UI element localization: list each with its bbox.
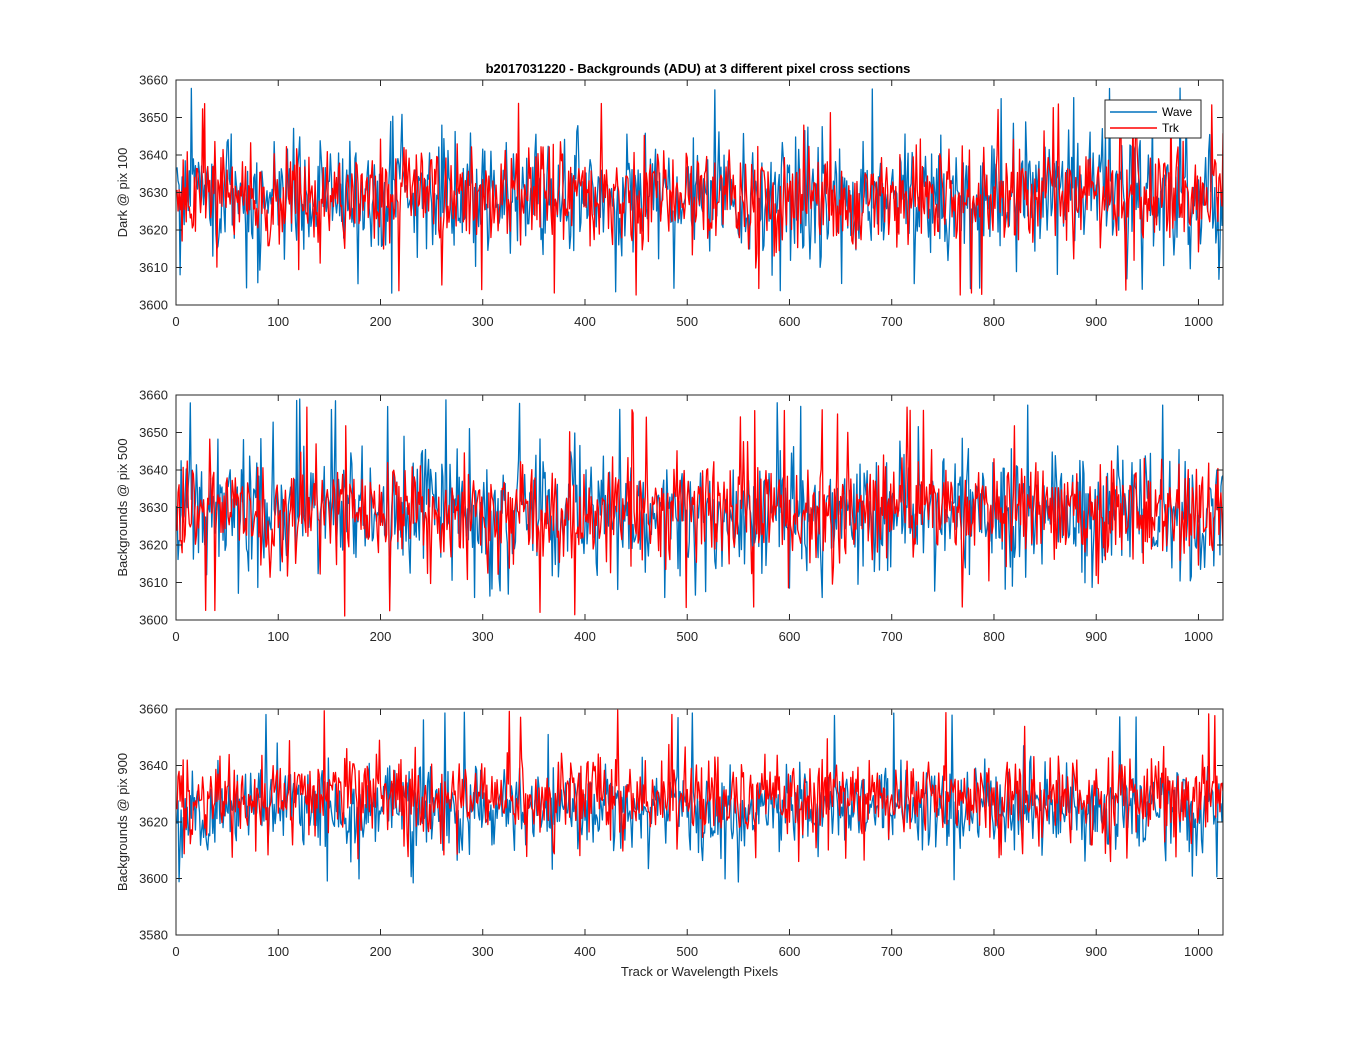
- x-tick-label: 800: [983, 944, 1005, 959]
- y-tick-label: 3610: [139, 575, 168, 590]
- series-lines: [176, 709, 1223, 884]
- x-tick-label: 200: [370, 314, 392, 329]
- x-tick-label: 100: [267, 314, 289, 329]
- y-tick-label: 3640: [139, 148, 168, 163]
- x-tick-label: 900: [1085, 629, 1107, 644]
- subplot-2: 0 100 200 300 400 500 600 700 800 900 1000 3600 3610…: [115, 388, 1224, 644]
- y-tick-label: 3580: [139, 928, 168, 943]
- x-tick-label: 0: [172, 944, 179, 959]
- x-tick-label: 300: [472, 944, 494, 959]
- x-tick-label: 300: [472, 314, 494, 329]
- x-tick-label: 200: [370, 944, 392, 959]
- x-tick-label: 300: [472, 629, 494, 644]
- y-tick-label: 3600: [139, 613, 168, 628]
- legend-label-wave: Wave: [1162, 105, 1193, 119]
- subplots: 0 100 200 300 400 500 600 700 800 900 100036003610…: [115, 73, 1224, 979]
- x-tick-label: 400: [574, 629, 596, 644]
- x-tick-label: 200: [370, 629, 392, 644]
- x-tick-label: 400: [574, 944, 596, 959]
- series-lines: [176, 398, 1223, 617]
- y-tick-label: 3640: [139, 758, 168, 773]
- x-tick-label: 0: [172, 314, 179, 329]
- y-axis-label: Backgrounds @ pix 900: [115, 753, 130, 891]
- y-tick-label: 3610: [139, 260, 168, 275]
- y-tick-label: 3660: [139, 388, 168, 403]
- x-tick-label: 500: [676, 314, 698, 329]
- y-tick-label: 3650: [139, 110, 168, 125]
- x-tick-label: 600: [779, 314, 801, 329]
- y-tick-label: 3640: [139, 463, 168, 478]
- x-tick-label: 800: [983, 629, 1005, 644]
- subplot-1: 0 100 200 300 400 500 600 700 800 900 1000 3600 3610…: [115, 73, 1224, 329]
- x-tick-label: 500: [676, 629, 698, 644]
- x-tick-label: 100: [267, 944, 289, 959]
- x-tick-label: 700: [881, 629, 903, 644]
- y-tick-label: 3620: [139, 815, 168, 830]
- figure-title: b2017031220 - Backgrounds (ADU) at 3 dif…: [486, 61, 911, 76]
- x-tick-label: 400: [574, 314, 596, 329]
- x-tick-label: 1000: [1184, 314, 1213, 329]
- x-tick-label: 600: [779, 944, 801, 959]
- legend-box: [1104, 99, 1202, 139]
- y-tick-label: 3620: [139, 538, 168, 553]
- y-tick-label: 3600: [139, 871, 168, 886]
- x-tick-label: 1000: [1184, 944, 1213, 959]
- y-axis-label: Dark @ pix 100: [115, 148, 130, 238]
- y-axis-label: Backgrounds @ pix 500: [115, 438, 130, 576]
- y-tick-label: 3630: [139, 185, 168, 200]
- x-tick-label: 0: [172, 629, 179, 644]
- x-tick-label: 1000: [1184, 629, 1213, 644]
- x-axis-label: Track or Wavelength Pixels: [621, 964, 779, 979]
- y-tick-label: 3660: [139, 73, 168, 88]
- y-tick-label: 3660: [139, 702, 168, 717]
- x-tick-label: 900: [1085, 314, 1107, 329]
- legend: Wave Trk: [1104, 99, 1202, 139]
- x-tick-label: 900: [1085, 944, 1107, 959]
- y-tick-label: 3620: [139, 223, 168, 238]
- series-lines: [176, 87, 1223, 296]
- x-tick-label: 100: [267, 629, 289, 644]
- x-tick-label: 800: [983, 314, 1005, 329]
- series-line-trk: [176, 406, 1223, 617]
- x-tick-label: 700: [881, 944, 903, 959]
- y-tick-label: 3630: [139, 500, 168, 515]
- series-line-trk: [176, 709, 1223, 863]
- x-tick-label: 500: [676, 944, 698, 959]
- y-tick-label: 3650: [139, 425, 168, 440]
- legend-label-trk: Trk: [1162, 121, 1180, 135]
- series-line-trk: [176, 102, 1223, 296]
- subplot-3: 0 100 200 300 400 500 600 700 800 900 1000 3580 3600…: [115, 702, 1224, 979]
- x-tick-label: 600: [779, 629, 801, 644]
- y-tick-label: 3600: [139, 298, 168, 313]
- x-tick-label: 700: [881, 314, 903, 329]
